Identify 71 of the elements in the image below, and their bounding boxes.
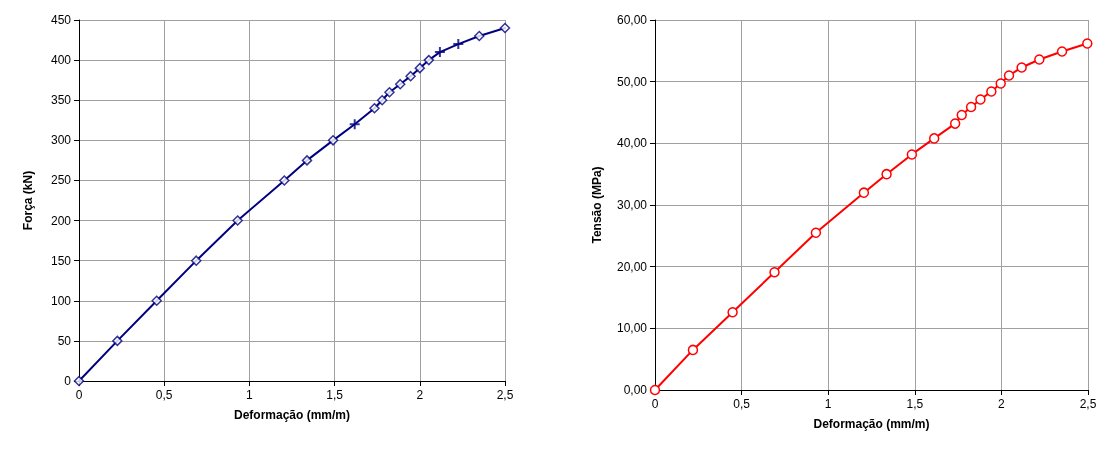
point — [190, 255, 202, 266]
point — [279, 175, 290, 186]
y-tick-label: 200 — [50, 213, 72, 228]
x-tick-label: 1 — [246, 388, 254, 402]
y-tick-label: 30,00 — [616, 198, 648, 212]
point — [73, 375, 85, 387]
y-tick-label: 40,00 — [616, 136, 648, 151]
y-tick-label: 400 — [50, 53, 72, 68]
x-axis-title: Deformação (mm/m) — [813, 417, 930, 431]
point — [112, 335, 123, 347]
point — [301, 155, 313, 166]
point — [986, 86, 997, 97]
x-tick-label: 1,5 — [906, 397, 924, 411]
x-tick-label: 2 — [416, 388, 424, 402]
point — [769, 266, 780, 278]
point — [906, 149, 918, 160]
point — [858, 187, 870, 198]
x-tick-label: 0,5 — [155, 388, 173, 402]
point — [975, 94, 986, 105]
point — [474, 30, 485, 42]
x-tick-label: 1 — [824, 397, 832, 411]
point — [995, 78, 1006, 89]
point — [405, 70, 416, 82]
point — [949, 118, 961, 129]
y-tick-label: 450 — [50, 13, 72, 27]
point — [414, 62, 426, 74]
y-tick-label: 60,00 — [616, 13, 648, 27]
y-tick-label: 0 — [64, 374, 72, 388]
point — [1034, 54, 1045, 65]
point — [151, 295, 162, 307]
point — [810, 227, 822, 238]
y-tick-label: 350 — [50, 93, 72, 108]
x-tick-label: 1,5 — [326, 388, 344, 402]
point — [348, 118, 361, 131]
y-axis-title: Força (kN) — [21, 170, 35, 231]
y-tick-label: 100 — [50, 293, 72, 308]
x-tick-label: 0,5 — [733, 397, 751, 411]
y-tick-label: 250 — [50, 173, 72, 188]
y-tick-label: 150 — [50, 253, 72, 268]
y-tick-label: 20,00 — [616, 259, 648, 274]
point — [1016, 62, 1027, 73]
point — [232, 215, 243, 226]
point — [881, 168, 892, 180]
point — [956, 109, 967, 121]
point — [1056, 46, 1068, 57]
point — [394, 78, 406, 90]
x-tick-label: 2,5 — [496, 388, 514, 402]
x-tick-label: 0 — [75, 388, 83, 402]
x-tick-label: 2,5 — [1079, 397, 1097, 411]
point — [384, 86, 395, 98]
point — [965, 101, 977, 113]
x-axis-title: Deformação (mm/m) — [233, 408, 351, 422]
point — [499, 22, 511, 34]
point — [423, 54, 435, 66]
y-tick-label: 10,00 — [616, 321, 648, 336]
y-tick-label: 50 — [57, 333, 72, 348]
point — [1003, 70, 1015, 81]
x-tick-label: 0 — [651, 397, 659, 411]
point — [1082, 38, 1093, 49]
y-tick-label: 50,00 — [616, 74, 648, 89]
y-tick-label: 300 — [50, 133, 72, 148]
y-axis-title: Tensão (MPa) — [590, 166, 604, 244]
point — [727, 307, 738, 318]
point — [649, 384, 661, 396]
x-tick-label: 2 — [998, 397, 1006, 411]
point — [687, 344, 699, 356]
point — [369, 102, 380, 114]
point — [928, 133, 940, 144]
point — [376, 94, 388, 106]
y-tick-label: 0,00 — [623, 383, 648, 397]
point — [327, 135, 339, 146]
